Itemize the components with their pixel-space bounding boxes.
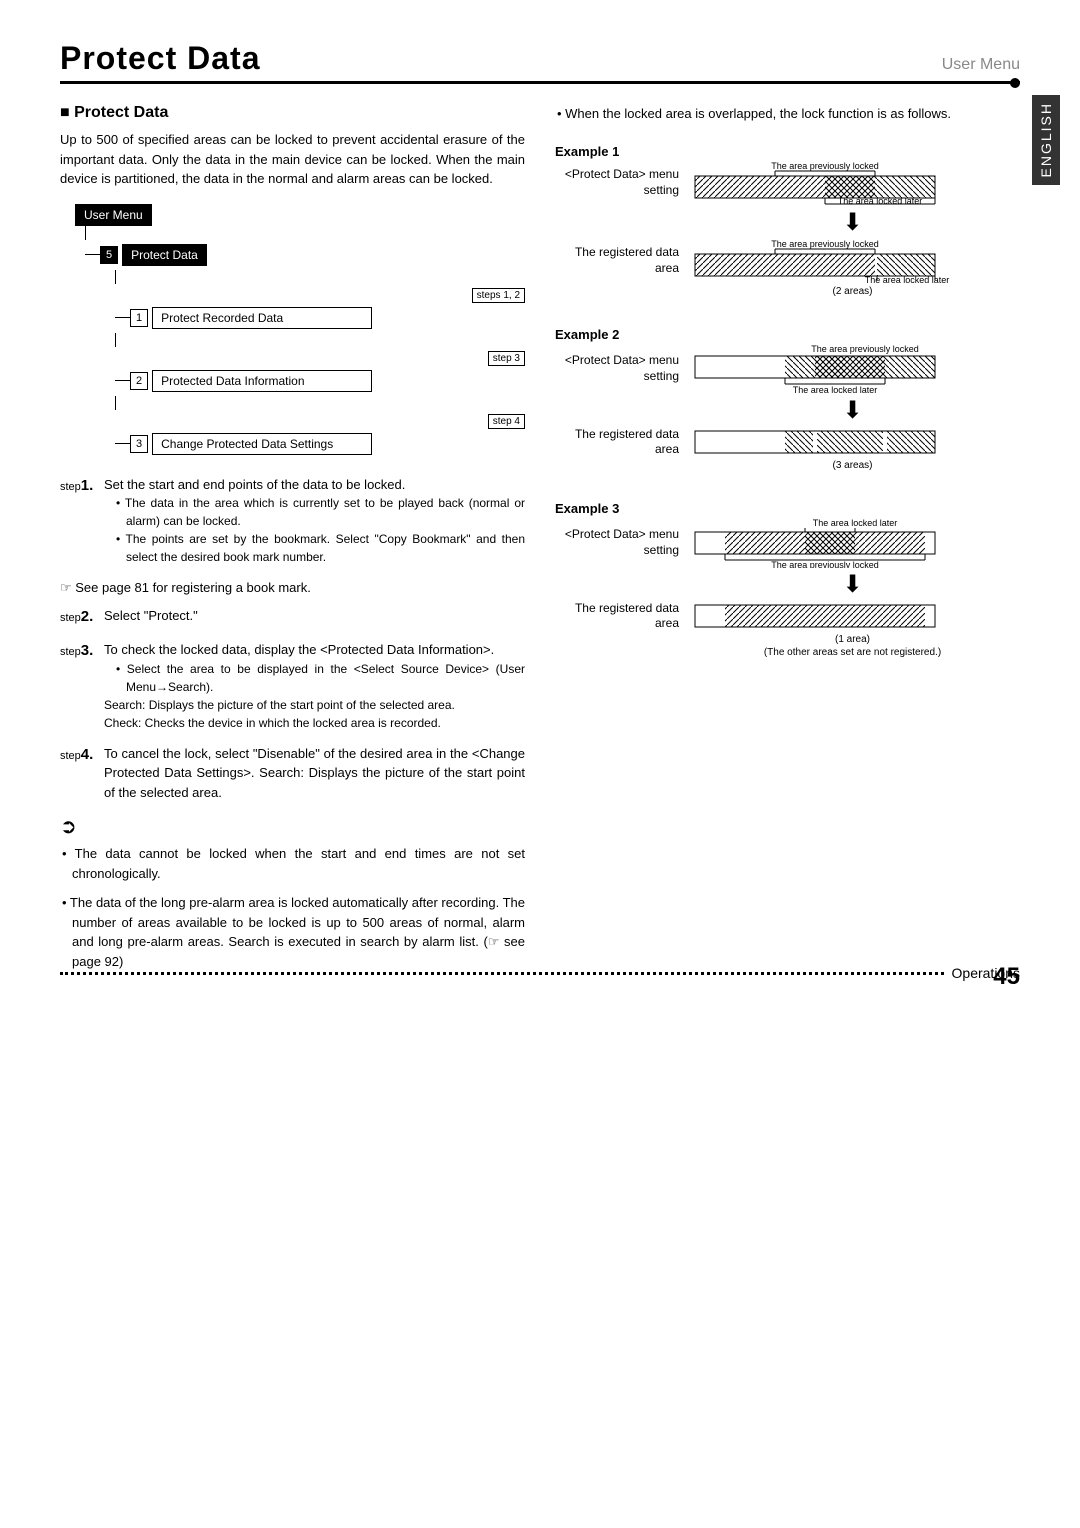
ex2-setting-svg: The area previously locked The area lock… (685, 344, 1020, 394)
step-4-body: To cancel the lock, select "Disenable" o… (104, 744, 525, 803)
step-tag-4: step 4 (488, 414, 525, 429)
step-1-bullet-2: • The points are set by the bookmark. Se… (116, 530, 525, 566)
header-dot-icon (1010, 78, 1020, 88)
see-page-81: ☞ See page 81 for registering a book mar… (60, 578, 525, 598)
step-3-body: To check the locked data, display the <P… (104, 640, 525, 660)
note-1: • The data cannot be locked when the sta… (60, 844, 525, 883)
menu-item-protected-info: Protected Data Information (152, 370, 372, 392)
example-3: Example 3 <Protect Data> menu setting Th… (555, 501, 1020, 658)
ex3-caption-2: (The other areas set are not registered.… (555, 647, 1020, 658)
step-4: step4. To cancel the lock, select "Disen… (60, 744, 525, 803)
step-3: step3. To check the locked data, display… (60, 640, 525, 732)
menu-item-protect-data: Protect Data (122, 244, 207, 266)
page-title: Protect Data (60, 40, 261, 77)
step-1: step1. Set the start and end points of t… (60, 475, 525, 567)
svg-text:The area locked later: The area locked later (838, 196, 923, 206)
ex1-registered-svg: The area previously locked The area lock… (685, 239, 1020, 284)
ex3-caption: (1 area) (555, 634, 1020, 645)
example-2: Example 2 <Protect Data> menu setting Th… (555, 327, 1020, 471)
svg-text:The area previously locked: The area previously locked (771, 239, 879, 249)
ex1-arrow-icon: ⬇ (555, 208, 1020, 237)
svg-text:The area previously locked: The area previously locked (771, 161, 879, 171)
ex3-label-setting: <Protect Data> menu setting (555, 527, 685, 558)
step-3-check: Check: Checks the device in which the lo… (104, 714, 525, 732)
header-menu-label: User Menu (942, 56, 1020, 74)
ex1-setting-svg: The area previously locked The area lock… (685, 161, 1020, 206)
menu-item-change-settings: Change Protected Data Settings (152, 433, 372, 455)
step-tag-12: steps 1, 2 (472, 288, 525, 303)
note-2: • The data of the long pre-alarm area is… (60, 893, 525, 971)
example-1: Example 1 <Protect Data> menu setting Th… (555, 144, 1020, 297)
example-2-title: Example 2 (555, 327, 1020, 342)
step-3-search: Search: Displays the picture of the star… (104, 696, 525, 714)
menu-num-5: 5 (100, 246, 118, 264)
ex2-registered-svg (685, 427, 1020, 457)
ex1-label-setting: <Protect Data> menu setting (555, 167, 685, 198)
svg-text:The area previously locked: The area previously locked (771, 560, 879, 568)
intro-paragraph: Up to 500 of specified areas can be lock… (60, 130, 525, 189)
svg-text:The area locked later: The area locked later (813, 518, 898, 528)
ex2-label-registered: The registered data area (555, 427, 685, 458)
ex3-registered-svg (685, 601, 1020, 631)
step-tag-3: step 3 (488, 351, 525, 366)
svg-text:The area previously locked: The area previously locked (811, 344, 919, 354)
step-1-bullet-1: • The data in the area which is currentl… (116, 494, 525, 530)
step-2-body: Select "Protect." (104, 606, 525, 629)
ex2-arrow-icon: ⬇ (555, 396, 1020, 425)
step-3-bullet-1: • Select the area to be displayed in the… (116, 660, 525, 696)
ex3-setting-svg: The area locked later The area previousl… (685, 518, 1020, 568)
footer-dots (60, 972, 944, 975)
ex3-arrow-icon: ⬇ (555, 570, 1020, 599)
overlap-intro: • When the locked area is overlapped, th… (555, 104, 1020, 124)
section-title: Protect Data (60, 104, 525, 122)
menu-tree-diagram: User Menu 5 Protect Data steps 1, 2 1 Pr… (75, 204, 525, 455)
svg-text:The area locked later: The area locked later (793, 385, 878, 394)
step-2: step2. Select "Protect." (60, 606, 525, 629)
menu-num-3: 3 (130, 435, 148, 453)
step-1-body: Set the start and end points of the data… (104, 475, 525, 495)
menu-item-protect-recorded: Protect Recorded Data (152, 307, 372, 329)
language-tab-label: ENGLISH (1038, 102, 1054, 177)
example-3-title: Example 3 (555, 501, 1020, 516)
menu-root: User Menu (75, 204, 152, 226)
menu-num-2: 2 (130, 372, 148, 390)
language-tab: ENGLISH (1032, 95, 1060, 185)
ex2-label-setting: <Protect Data> menu setting (555, 353, 685, 384)
ex1-label-registered: The registered data area (555, 245, 685, 276)
ex3-label-registered: The registered data area (555, 601, 685, 632)
ex2-caption: (3 areas) (555, 460, 1020, 471)
page-number: 45 (993, 963, 1020, 991)
ex1-caption: (2 areas) (555, 286, 1020, 297)
note-icon: ➲ (60, 814, 525, 839)
menu-num-1: 1 (130, 309, 148, 327)
example-1-title: Example 1 (555, 144, 1020, 159)
